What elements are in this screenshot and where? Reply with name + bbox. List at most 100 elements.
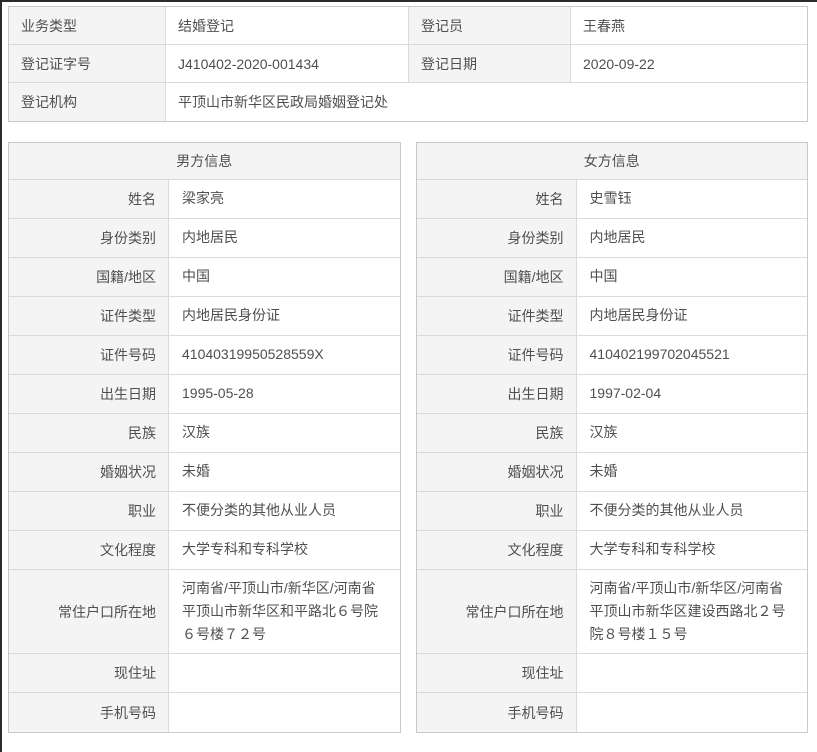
registration-date-label: 登记日期 bbox=[409, 45, 571, 83]
person-field-value: 大学专科和专科学校 bbox=[576, 531, 807, 570]
person-field-value: 41040319950528559X bbox=[169, 336, 400, 375]
person-field-value: 1995-05-28 bbox=[169, 375, 400, 414]
person-field-label: 职业 bbox=[416, 492, 577, 531]
table-row: 国籍/地区 中国 bbox=[416, 258, 807, 297]
table-row: 婚姻状况 未婚 bbox=[416, 453, 807, 492]
person-field-label: 证件号码 bbox=[416, 336, 577, 375]
certificate-number-value: J410402-2020-001434 bbox=[166, 45, 409, 83]
person-field-label: 证件号码 bbox=[9, 336, 169, 375]
table-row: 登记机构 平顶山市新华区民政局婚姻登记处 bbox=[9, 83, 807, 121]
person-field-value: 不便分类的其他从业人员 bbox=[576, 492, 807, 531]
registration-agency-label: 登记机构 bbox=[9, 83, 166, 121]
person-field-value: 中国 bbox=[576, 258, 807, 297]
table-row: 民族 汉族 bbox=[416, 414, 807, 453]
table-row: 现住址 bbox=[416, 654, 807, 694]
female-info-title: 女方信息 bbox=[416, 143, 807, 180]
person-field-label: 现住址 bbox=[416, 654, 577, 694]
person-field-label: 手机号码 bbox=[9, 693, 169, 733]
table-row: 手机号码 bbox=[416, 693, 808, 733]
person-field-label: 民族 bbox=[9, 414, 169, 453]
table-row: 婚姻状况 未婚 bbox=[9, 453, 400, 492]
person-field-label: 常住户口所在地 bbox=[9, 570, 169, 655]
person-field-label: 婚姻状况 bbox=[9, 453, 169, 492]
person-field-label: 姓名 bbox=[416, 180, 577, 219]
registration-summary-table: 业务类型 结婚登记 登记员 王春燕 登记证字号 J410402-2020-001… bbox=[8, 6, 808, 122]
registrar-value: 王春燕 bbox=[571, 7, 807, 45]
person-field-value: 河南省/平顶山市/新华区/河南省平顶山市新华区和平路北６号院６号楼７２号 bbox=[169, 570, 400, 655]
table-row: 常住户口所在地 河南省/平顶山市/新华区/河南省平顶山市新华区和平路北６号院６号… bbox=[9, 570, 400, 655]
business-type-label: 业务类型 bbox=[9, 7, 166, 45]
certificate-number-label: 登记证字号 bbox=[9, 45, 166, 83]
person-field-label: 现住址 bbox=[9, 654, 169, 694]
table-row: 出生日期 1997-02-04 bbox=[416, 375, 807, 414]
person-field-label: 证件类型 bbox=[9, 297, 169, 336]
female-info-table: 女方信息 姓名 史雪钰 身份类别 内地居民 国籍/地区 中国 证件类型 内地居民… bbox=[415, 142, 808, 734]
person-field-value: 410402199702045521 bbox=[576, 336, 807, 375]
table-row: 手机号码 bbox=[9, 693, 400, 733]
registrar-label: 登记员 bbox=[409, 7, 571, 45]
table-row: 出生日期 1995-05-28 bbox=[9, 375, 400, 414]
table-row: 职业 不便分类的其他从业人员 bbox=[416, 492, 807, 531]
person-field-value: 大学专科和专科学校 bbox=[169, 531, 400, 570]
person-field-label: 职业 bbox=[9, 492, 169, 531]
table-row: 国籍/地区 中国 bbox=[9, 258, 400, 297]
person-field-value: 1997-02-04 bbox=[576, 375, 807, 414]
person-field-value: 内地居民身份证 bbox=[169, 297, 400, 336]
male-info-rows: 姓名 梁家亮 身份类别 内地居民 国籍/地区 中国 证件类型 内地居民身份证 证… bbox=[9, 180, 400, 733]
person-field-label: 常住户口所在地 bbox=[416, 570, 577, 655]
male-info-table: 男方信息 姓名 梁家亮 身份类别 内地居民 国籍/地区 中国 证件类型 内地居民… bbox=[8, 142, 401, 734]
table-row: 职业 不便分类的其他从业人员 bbox=[9, 492, 400, 531]
table-row: 身份类别 内地居民 bbox=[9, 219, 400, 258]
table-row: 登记证字号 J410402-2020-001434 登记日期 2020-09-2… bbox=[9, 45, 807, 83]
table-row: 业务类型 结婚登记 登记员 王春燕 bbox=[9, 7, 807, 45]
person-field-label: 姓名 bbox=[9, 180, 169, 219]
registration-agency-value: 平顶山市新华区民政局婚姻登记处 bbox=[166, 83, 807, 121]
table-row: 文化程度 大学专科和专科学校 bbox=[416, 531, 807, 570]
male-info-title: 男方信息 bbox=[9, 143, 400, 180]
person-field-label: 身份类别 bbox=[9, 219, 169, 258]
person-field-value: 未婚 bbox=[576, 453, 807, 492]
person-field-value: 汉族 bbox=[169, 414, 400, 453]
table-row: 文化程度 大学专科和专科学校 bbox=[9, 531, 400, 570]
person-field-value bbox=[576, 654, 807, 694]
person-field-value: 未婚 bbox=[169, 453, 400, 492]
person-field-label: 出生日期 bbox=[416, 375, 577, 414]
person-field-label: 文化程度 bbox=[9, 531, 169, 570]
person-field-label: 婚姻状况 bbox=[416, 453, 577, 492]
person-field-label: 身份类别 bbox=[416, 219, 577, 258]
person-info-section: 男方信息 姓名 梁家亮 身份类别 内地居民 国籍/地区 中国 证件类型 内地居民… bbox=[8, 142, 808, 734]
table-row: 现住址 bbox=[9, 654, 400, 694]
person-field-value: 不便分类的其他从业人员 bbox=[169, 492, 400, 531]
person-field-value: 汉族 bbox=[576, 414, 807, 453]
person-field-label: 民族 bbox=[416, 414, 577, 453]
table-row: 身份类别 内地居民 bbox=[416, 219, 807, 258]
person-field-label: 证件类型 bbox=[416, 297, 577, 336]
person-field-value: 梁家亮 bbox=[169, 180, 400, 219]
table-row: 常住户口所在地 河南省/平顶山市/新华区/河南省平顶山市新华区建设西路北２号院８… bbox=[416, 570, 807, 655]
person-field-value bbox=[577, 693, 808, 732]
person-field-value: 史雪钰 bbox=[576, 180, 807, 219]
table-row: 姓名 史雪钰 bbox=[416, 180, 807, 219]
business-type-value: 结婚登记 bbox=[166, 7, 409, 45]
person-field-value bbox=[169, 693, 400, 732]
table-row: 证件类型 内地居民身份证 bbox=[9, 297, 400, 336]
person-field-value: 内地居民 bbox=[576, 219, 807, 258]
person-field-label: 国籍/地区 bbox=[416, 258, 577, 297]
table-row: 民族 汉族 bbox=[9, 414, 400, 453]
person-field-value bbox=[169, 654, 400, 694]
person-field-value: 内地居民 bbox=[169, 219, 400, 258]
female-info-rows: 姓名 史雪钰 身份类别 内地居民 国籍/地区 中国 证件类型 内地居民身份证 证… bbox=[416, 180, 808, 733]
person-field-label: 手机号码 bbox=[416, 693, 577, 733]
registration-date-value: 2020-09-22 bbox=[571, 45, 807, 83]
table-row: 证件号码 410402199702045521 bbox=[416, 336, 807, 375]
person-field-value: 中国 bbox=[169, 258, 400, 297]
table-row: 证件类型 内地居民身份证 bbox=[416, 297, 807, 336]
person-field-label: 国籍/地区 bbox=[9, 258, 169, 297]
table-row: 姓名 梁家亮 bbox=[9, 180, 400, 219]
person-field-label: 出生日期 bbox=[9, 375, 169, 414]
person-field-value: 河南省/平顶山市/新华区/河南省平顶山市新华区建设西路北２号院８号楼１５号 bbox=[576, 570, 807, 655]
person-field-value: 内地居民身份证 bbox=[576, 297, 807, 336]
table-row: 证件号码 41040319950528559X bbox=[9, 336, 400, 375]
person-field-label: 文化程度 bbox=[416, 531, 577, 570]
